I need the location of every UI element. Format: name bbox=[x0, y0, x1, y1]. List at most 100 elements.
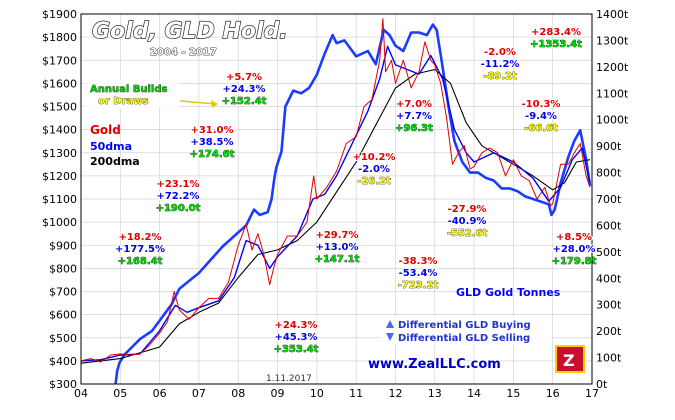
annotation-line: +13.0% bbox=[315, 242, 358, 253]
zeal-logo-glyph: Z bbox=[563, 351, 575, 370]
annotation-line: +8.5% bbox=[556, 232, 592, 243]
zeal-logo bbox=[555, 345, 585, 373]
annotation-line: -26.2t bbox=[357, 176, 391, 187]
annotation-block: +5.7%+24.3%+152.4t bbox=[221, 71, 267, 107]
annotation-block: +10.2%-2.0%-26.2t bbox=[351, 151, 396, 187]
y-left-tick-label: $500 bbox=[49, 332, 77, 345]
annotation-line: +1353.4t bbox=[530, 39, 582, 50]
x-axis: 04 05 06 07 08 09 10 11 12 13 14 15 16 17 bbox=[74, 387, 599, 400]
annotation-block: -2.0%-11.2%-89.2t bbox=[480, 46, 521, 82]
annotation-line: +174.6t bbox=[190, 149, 235, 160]
annotation-line: +45.3% bbox=[274, 332, 317, 343]
annotation-line: -9.4% bbox=[525, 111, 557, 122]
y-right-tick-label: 200t bbox=[596, 325, 622, 338]
annotation-line: -2.0% bbox=[358, 164, 390, 175]
annotation-block: +31.0%+38.5%+174.6t bbox=[189, 124, 235, 160]
series-lines bbox=[80, 18, 592, 385]
y-left-tick-label: $1600 bbox=[42, 77, 77, 90]
annotation-block: +29.7%+13.0%+147.1t bbox=[314, 229, 360, 265]
y-right-tick-label: 1100t bbox=[596, 87, 629, 100]
plot-border bbox=[80, 13, 593, 385]
annotation-line: -11.2% bbox=[481, 59, 520, 70]
legend-50dma: 50dma bbox=[90, 140, 132, 153]
annotation-line: -53.4% bbox=[399, 268, 438, 279]
x-tick-label: 16 bbox=[546, 387, 560, 400]
y-right-tick-label: 1400t bbox=[596, 8, 629, 21]
y-left-tick-label: $700 bbox=[49, 286, 77, 299]
annual-legend-line-2: or Draws bbox=[98, 96, 149, 107]
x-tick-label: 12 bbox=[388, 387, 402, 400]
annotation-line: +177.5% bbox=[115, 244, 165, 255]
annotation-line: +283.4% bbox=[531, 27, 581, 38]
annotation-line: +7.0% bbox=[396, 99, 432, 110]
x-tick-label: 17 bbox=[585, 387, 599, 400]
annual-legend-line-1: Annual Builds bbox=[90, 84, 168, 95]
y-left-tick-label: $1200 bbox=[42, 170, 77, 183]
annotation-line: +190.0t bbox=[156, 203, 201, 214]
annotation-block: -27.9%-40.9%-552.6t bbox=[446, 203, 488, 239]
annotation-line: -723.2t bbox=[398, 280, 439, 291]
x-tick-label: 05 bbox=[113, 387, 127, 400]
annotation-line: -40.9% bbox=[448, 216, 487, 227]
annotation-line: +147.1t bbox=[315, 254, 360, 265]
y-left-tick-label: $1500 bbox=[42, 101, 77, 114]
annotation-line: -27.9% bbox=[448, 204, 487, 215]
annotation-line: +31.0% bbox=[190, 125, 233, 136]
annotation-line: +353.4t bbox=[274, 344, 319, 355]
chart-title: Gold, GLD Hold. bbox=[92, 19, 288, 44]
legend-buying: Differential GLD Buying bbox=[398, 320, 531, 331]
annotation-block: +24.3%+45.3%+353.4t bbox=[273, 319, 319, 355]
annotation-block: +23.1%+72.2%+190.0t bbox=[155, 178, 201, 214]
annotation-block: +18.2%+177.5%+168.4t bbox=[114, 231, 166, 267]
annotation-line: +152.4t bbox=[222, 96, 267, 107]
annotation-block: +8.5%+28.0%+179.8t bbox=[551, 231, 597, 267]
annual-legend-arrow bbox=[179, 100, 217, 105]
y-left-tick-label: $1300 bbox=[42, 147, 77, 160]
y-left-tick-label: $1400 bbox=[42, 124, 77, 137]
annotation-line: -552.6t bbox=[447, 228, 488, 239]
annotation-block: -38.3%-53.4%-723.2t bbox=[397, 255, 439, 291]
chart-subtitle: 2004 - 2017 bbox=[150, 47, 217, 58]
annotation-line: +18.2% bbox=[118, 232, 161, 243]
y-right-tick-label: 300t bbox=[596, 299, 622, 312]
annotation-block: -10.3%-9.4%-66.6t bbox=[521, 98, 562, 134]
annotation-line: +5.7% bbox=[226, 72, 262, 83]
y-left-tick-label: $1700 bbox=[42, 54, 77, 67]
y-right-tick-label: 800t bbox=[596, 167, 622, 180]
y-right-tick-label: 700t bbox=[596, 193, 622, 206]
y-left-axis: $300 $400 $500 $600 $700 $800 $900 $1000 $1100 $1… bbox=[42, 8, 77, 391]
legend-selling: Differential GLD Selling bbox=[398, 333, 530, 344]
annotation-line: +38.5% bbox=[190, 137, 233, 148]
x-tick-label: 09 bbox=[271, 387, 285, 400]
y-right-tick-label: 1300t bbox=[596, 34, 629, 47]
series-line-50dma bbox=[80, 45, 591, 362]
y-right-tick-label: 1200t bbox=[596, 61, 629, 74]
annotation-line: -10.3% bbox=[522, 99, 561, 110]
annotation-line: +179.8t bbox=[552, 256, 597, 267]
buying-triangle-icon bbox=[386, 320, 394, 328]
x-tick-label: 10 bbox=[310, 387, 324, 400]
annotation-line: -38.3% bbox=[399, 256, 438, 267]
y-right-tick-label: 900t bbox=[596, 140, 622, 153]
y-left-tick-label: $1900 bbox=[42, 8, 77, 21]
annotation-line: +168.4t bbox=[118, 256, 163, 267]
x-tick-label: 14 bbox=[467, 387, 481, 400]
annotation-block: +283.4%+1353.4t bbox=[530, 26, 583, 50]
annual-legend-box bbox=[84, 80, 179, 108]
x-tick-label: 06 bbox=[153, 387, 167, 400]
x-tick-label: 08 bbox=[231, 387, 245, 400]
annotation-block: +7.0%+7.7%+96.3t bbox=[395, 98, 434, 134]
y-right-tick-label: 0t bbox=[596, 378, 608, 391]
series-line-gold bbox=[80, 18, 591, 363]
y-left-tick-label: $1100 bbox=[42, 193, 77, 206]
y-left-tick-label: $900 bbox=[49, 239, 77, 252]
annotation-line: +10.2% bbox=[352, 152, 395, 163]
y-left-tick-label: $1800 bbox=[42, 31, 77, 44]
legend-gold: Gold bbox=[90, 123, 121, 137]
annotation-line: +7.7% bbox=[396, 111, 432, 122]
annotation-line: -66.6t bbox=[524, 123, 558, 134]
y-right-tick-label: 1000t bbox=[596, 114, 629, 127]
y-left-tick-label: $1000 bbox=[42, 216, 77, 229]
